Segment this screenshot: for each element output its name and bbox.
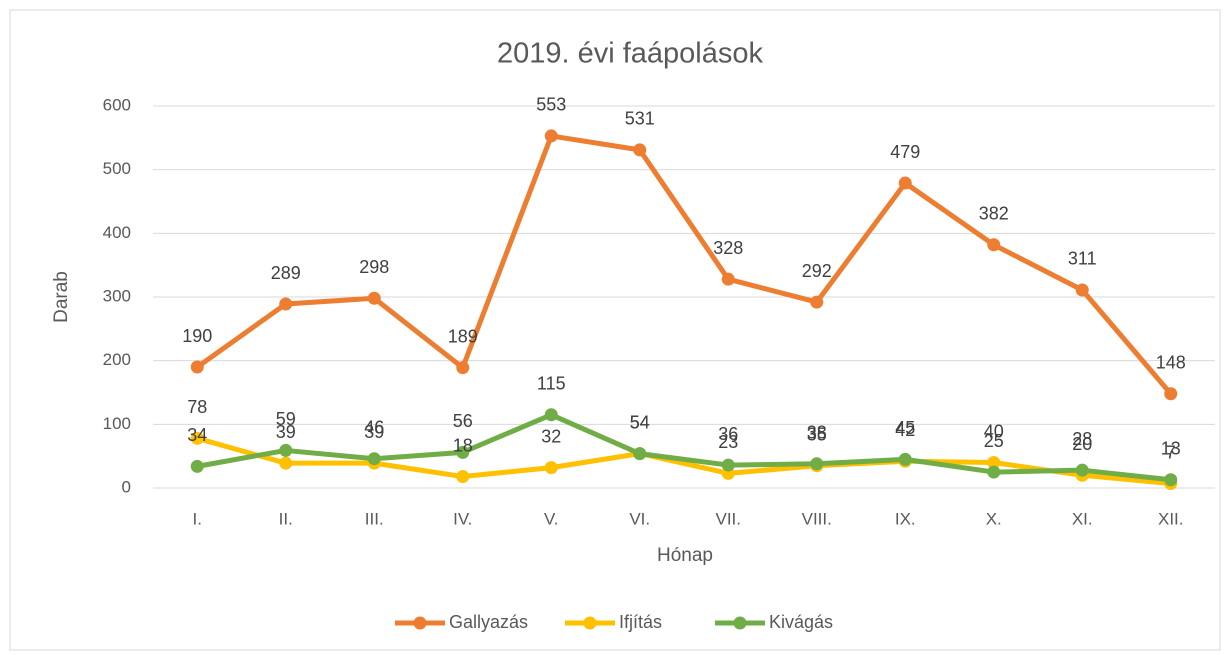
- data-label: 25: [984, 431, 1004, 451]
- point: [544, 461, 558, 475]
- point: [987, 465, 1001, 479]
- x-tick-label: VI.: [629, 509, 650, 528]
- x-tick-label: VII.: [715, 509, 741, 528]
- series-line: [196, 435, 1171, 487]
- data-label: 479: [890, 142, 920, 162]
- data-label: 38: [807, 423, 827, 443]
- data-label: 54: [630, 412, 650, 432]
- legend-label: Gallyazás: [449, 612, 528, 632]
- x-tick-label: III.: [365, 509, 384, 528]
- point: [987, 238, 1001, 252]
- legend-label: Ifjítás: [619, 612, 662, 632]
- point: [456, 470, 470, 484]
- data-label: 18: [453, 435, 473, 455]
- series-line: [195, 133, 1173, 396]
- y-tick-label: 0: [122, 477, 131, 496]
- point: [279, 443, 293, 457]
- data-label: 328: [713, 238, 743, 258]
- data-label: 34: [187, 425, 207, 445]
- x-tick-label: IV.: [453, 509, 472, 528]
- x-tick-label: VIII.: [802, 509, 832, 528]
- point: [721, 458, 735, 472]
- point: [633, 143, 647, 157]
- data-label: 39: [276, 422, 296, 442]
- point: [190, 360, 204, 374]
- y-tick-label: 300: [103, 286, 131, 305]
- data-label: 45: [895, 418, 915, 438]
- data-label: 59: [276, 409, 296, 429]
- data-label: 36: [718, 424, 738, 444]
- point: [1164, 387, 1178, 401]
- data-label: 28: [1072, 429, 1092, 449]
- data-label: 7: [1166, 442, 1176, 462]
- point: [810, 295, 824, 309]
- x-tick-label: XII.: [1158, 509, 1184, 528]
- point: [810, 457, 824, 471]
- point: [1075, 463, 1089, 477]
- chart-title: 2019. évi faápolások: [497, 38, 764, 70]
- x-axis-title: Hónap: [657, 545, 713, 566]
- point: [279, 297, 293, 311]
- data-label: 54: [630, 412, 650, 432]
- data-label: 115: [537, 374, 566, 394]
- legend-marker: [583, 616, 597, 630]
- data-label: 46: [364, 417, 384, 437]
- point: [987, 456, 1001, 470]
- data-label: 189: [448, 326, 478, 346]
- x-tick-label: X.: [986, 509, 1002, 528]
- data-label: 56: [453, 411, 473, 431]
- point: [544, 129, 558, 143]
- data-label: 298: [359, 257, 389, 277]
- data-label: 40: [984, 421, 1004, 441]
- data-label: 148: [1156, 353, 1186, 373]
- data-label: 78: [187, 397, 207, 417]
- y-tick-label: 400: [103, 223, 131, 242]
- x-tick-label: V.: [544, 509, 559, 528]
- legend-marker: [733, 616, 747, 630]
- point: [544, 408, 558, 422]
- x-tick-label: IX.: [895, 509, 916, 528]
- x-tick-label: II.: [279, 509, 293, 528]
- data-label: 531: [625, 109, 655, 129]
- data-label: 382: [979, 204, 1009, 224]
- data-label: 289: [271, 263, 301, 283]
- point: [1075, 283, 1089, 297]
- point: [367, 452, 381, 466]
- point: [367, 291, 381, 305]
- legend-label: Kivágás: [769, 612, 833, 632]
- point: [898, 452, 912, 466]
- x-tick-label: I.: [193, 509, 202, 528]
- data-label: 35: [807, 424, 827, 444]
- data-label: 13: [1161, 438, 1181, 458]
- point: [721, 272, 735, 286]
- x-tick-label: XI.: [1072, 509, 1093, 528]
- point: [633, 447, 647, 461]
- point: [456, 361, 470, 375]
- point: [279, 456, 293, 470]
- point: [898, 176, 912, 190]
- point: [1164, 473, 1178, 487]
- chart-frame: [9, 9, 1221, 651]
- data-label: 42: [895, 420, 915, 440]
- y-tick-label: 200: [103, 350, 131, 369]
- data-label: 39: [364, 422, 384, 442]
- legend-marker: [413, 616, 427, 630]
- data-label: 32: [541, 426, 561, 446]
- point: [190, 431, 204, 445]
- data-label: 190: [182, 326, 212, 346]
- point: [190, 459, 204, 473]
- data-label: 292: [802, 261, 832, 281]
- y-tick-label: 600: [103, 95, 131, 114]
- y-axis-title: Darab: [51, 271, 72, 323]
- data-label: 20: [1072, 434, 1092, 454]
- data-label: 311: [1068, 249, 1097, 269]
- y-tick-label: 500: [103, 159, 131, 178]
- data-label: 553: [536, 95, 566, 115]
- y-tick-label: 100: [103, 414, 131, 433]
- data-label: 23: [718, 432, 738, 452]
- series-line: [196, 412, 1172, 483]
- point: [456, 445, 470, 459]
